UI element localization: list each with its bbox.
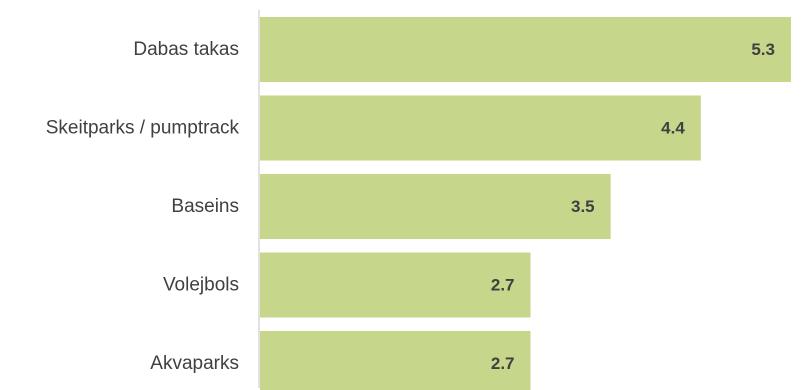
value-label-2: 3.5 [571, 197, 595, 216]
category-label-3: Volejbols [163, 275, 239, 296]
bar-3 [260, 252, 531, 318]
bar-4 [260, 331, 531, 390]
category-label-0: Dabas takas [133, 39, 239, 60]
value-label-4: 2.7 [491, 354, 515, 373]
bar-2 [260, 174, 611, 239]
value-label-3: 2.7 [491, 276, 515, 295]
bars-group [260, 17, 791, 390]
category-labels-group: Dabas takas Skeitparks / pumptrack Baseins… [46, 39, 240, 374]
value-label-1: 4.4 [661, 119, 685, 138]
bar-0 [260, 17, 791, 82]
category-label-2: Baseins [171, 196, 239, 217]
bar-1 [260, 95, 701, 161]
category-label-4: Akvaparks [150, 353, 239, 374]
value-labels-group: 5.3 4.4 3.5 2.7 2.7 [491, 40, 775, 373]
category-label-1: Skeitparks / pumptrack [46, 118, 240, 139]
value-label-0: 5.3 [751, 40, 775, 59]
